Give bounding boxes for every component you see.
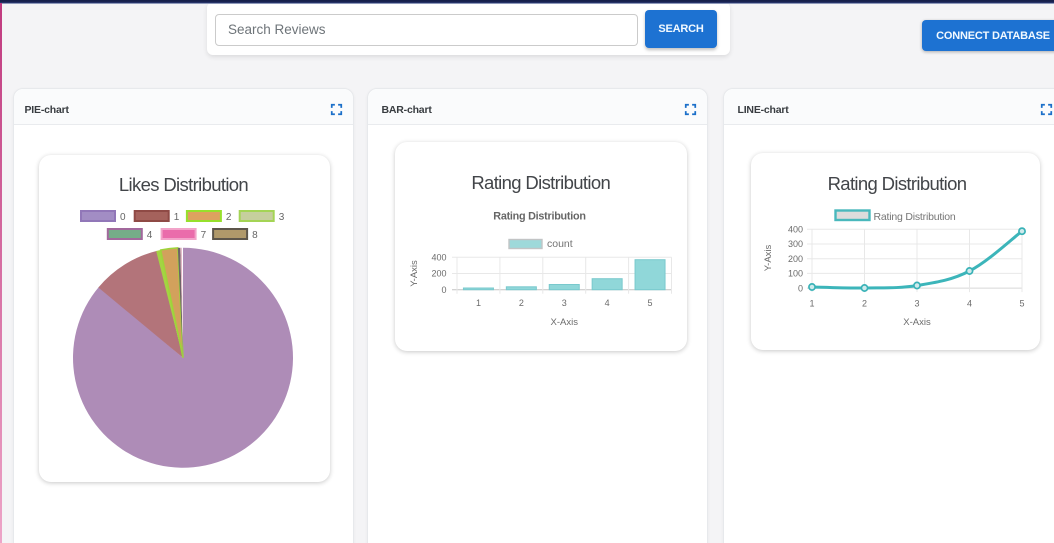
svg-text:3: 3 bbox=[914, 299, 919, 309]
svg-text:5: 5 bbox=[1019, 299, 1024, 309]
svg-text:count: count bbox=[547, 238, 573, 250]
svg-text:X-Axis: X-Axis bbox=[903, 317, 931, 328]
svg-text:100: 100 bbox=[788, 269, 803, 279]
svg-text:0: 0 bbox=[120, 212, 126, 223]
svg-text:X-Axis: X-Axis bbox=[550, 317, 578, 328]
svg-text:Y-Axis: Y-Axis bbox=[409, 260, 420, 287]
svg-text:1: 1 bbox=[475, 298, 480, 308]
svg-text:200: 200 bbox=[431, 269, 446, 279]
svg-text:Rating Distribution: Rating Distribution bbox=[493, 210, 585, 222]
svg-text:5: 5 bbox=[647, 298, 652, 308]
svg-text:2: 2 bbox=[862, 299, 867, 309]
svg-text:1: 1 bbox=[174, 212, 180, 223]
svg-text:3: 3 bbox=[561, 298, 566, 308]
svg-text:0: 0 bbox=[441, 285, 446, 295]
svg-text:2: 2 bbox=[518, 298, 523, 308]
svg-text:Y-Axis: Y-Axis bbox=[763, 244, 774, 271]
svg-text:1: 1 bbox=[809, 299, 814, 309]
svg-text:400: 400 bbox=[788, 225, 803, 235]
svg-text:Rating Distribution: Rating Distribution bbox=[471, 172, 610, 193]
svg-text:Rating Distribution: Rating Distribution bbox=[874, 211, 956, 223]
svg-text:7: 7 bbox=[201, 230, 207, 241]
svg-text:4: 4 bbox=[147, 230, 153, 241]
svg-text:3: 3 bbox=[279, 212, 285, 223]
svg-text:0: 0 bbox=[798, 283, 803, 293]
svg-text:4: 4 bbox=[967, 299, 972, 309]
svg-text:200: 200 bbox=[788, 254, 803, 264]
svg-text:300: 300 bbox=[788, 239, 803, 249]
svg-text:Rating Distribution: Rating Distribution bbox=[828, 173, 967, 194]
svg-text:400: 400 bbox=[431, 252, 446, 262]
svg-text:2: 2 bbox=[226, 212, 232, 223]
svg-text:4: 4 bbox=[604, 298, 609, 308]
svg-text:Likes Distribution: Likes Distribution bbox=[119, 174, 249, 195]
svg-text:8: 8 bbox=[252, 230, 258, 241]
